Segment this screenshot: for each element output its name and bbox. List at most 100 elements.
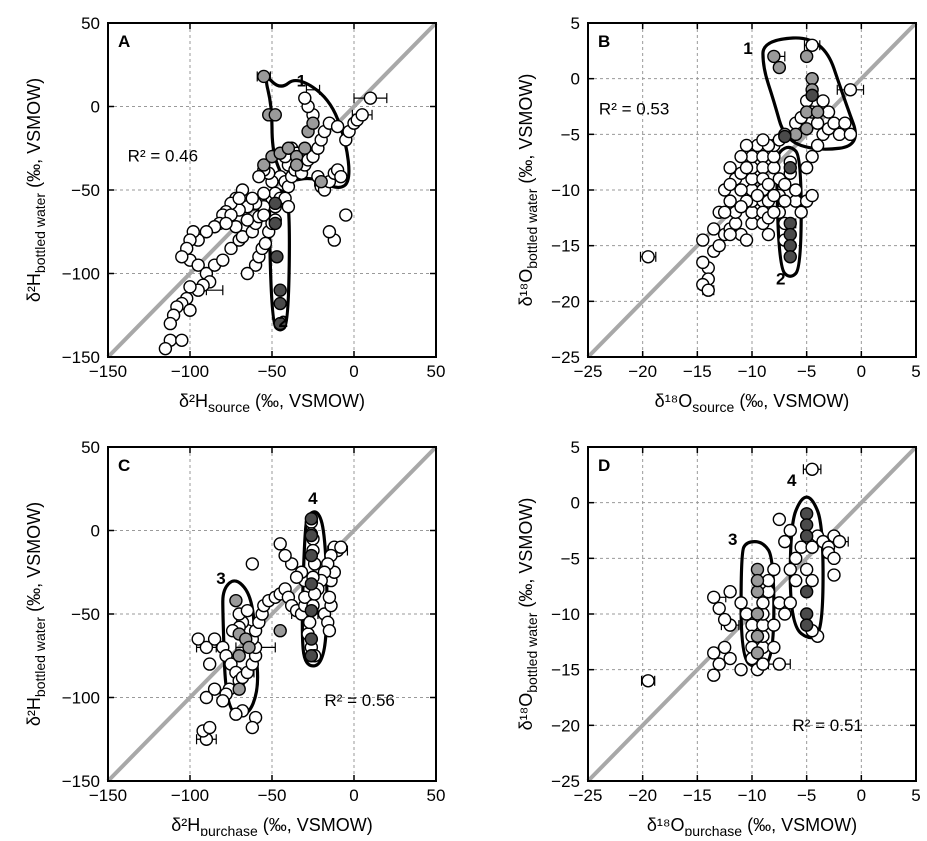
data-point-open bbox=[707, 222, 721, 236]
y-tick-label: 50 bbox=[81, 438, 100, 457]
y-axis-label: δ²Hbottled water (‰, VSMOW) bbox=[24, 78, 48, 302]
data-point-open bbox=[761, 177, 776, 192]
data-point-open bbox=[778, 194, 792, 208]
y-tick-label: −50 bbox=[71, 181, 100, 200]
data-point-open bbox=[805, 149, 819, 164]
y-axis-label-base: δ¹⁸O bbox=[516, 693, 536, 731]
data-point-open bbox=[745, 149, 759, 164]
x-tick-label: 50 bbox=[427, 362, 446, 381]
data-point-open bbox=[252, 169, 266, 184]
data-point-open bbox=[723, 194, 737, 208]
data-point-open bbox=[832, 127, 847, 142]
data-point-open bbox=[641, 674, 655, 688]
y-tick-label: 0 bbox=[571, 494, 580, 513]
data-point-dark-gray bbox=[799, 518, 814, 532]
data-point-open bbox=[175, 250, 189, 264]
data-point-open bbox=[767, 161, 781, 175]
data-point-open bbox=[723, 651, 737, 666]
x-axis-label: δ¹⁸Osource (‰, VSMOW) bbox=[655, 391, 850, 415]
data-point-open bbox=[805, 540, 819, 554]
y-axis-label-sub: bottled water bbox=[32, 193, 48, 273]
x-tick-label: 5 bbox=[911, 362, 920, 381]
data-point-light-gray bbox=[799, 49, 814, 64]
x-axis-label: δ²Hpurchase (‰, VSMOW) bbox=[171, 815, 373, 836]
x-tick-label: −150 bbox=[89, 362, 127, 381]
data-point-light-gray bbox=[232, 649, 246, 663]
data-point-open bbox=[745, 205, 759, 219]
data-point-open bbox=[778, 177, 792, 192]
group-label-1: 1 bbox=[743, 39, 752, 58]
data-point-open bbox=[794, 205, 808, 219]
data-point-open bbox=[772, 512, 787, 527]
x-axis-label-unit: (‰, VSMOW) bbox=[258, 815, 373, 835]
data-point-open bbox=[739, 607, 754, 621]
data-point-open bbox=[767, 640, 781, 655]
y-axis-label-unit: (‰, VSMOW) bbox=[516, 498, 536, 613]
data-point-light-gray bbox=[750, 562, 765, 577]
data-point-dark-gray bbox=[304, 512, 319, 526]
group-label-3: 3 bbox=[728, 530, 737, 549]
x-axis-label-base: δ¹⁸O bbox=[647, 815, 685, 835]
data-point-open bbox=[322, 225, 337, 239]
data-point-open bbox=[298, 91, 312, 105]
data-point-dark-gray bbox=[783, 161, 797, 175]
data-point-open bbox=[756, 618, 770, 632]
group-label-4: 4 bbox=[308, 489, 318, 508]
data-point-open bbox=[734, 596, 748, 610]
y-axis-label-sub: bottled water bbox=[524, 188, 540, 268]
data-point-dark-gray bbox=[273, 316, 287, 331]
data-point-open bbox=[202, 720, 217, 735]
data-point-dark-gray bbox=[304, 649, 319, 663]
y-tick-label: −25 bbox=[551, 348, 580, 367]
data-point-open bbox=[843, 127, 858, 142]
data-point-open bbox=[761, 585, 776, 599]
data-point-open bbox=[789, 194, 803, 208]
data-point-light-gray bbox=[281, 141, 296, 155]
data-point-open bbox=[245, 191, 260, 206]
r-squared-label: R² = 0.53 bbox=[599, 99, 669, 118]
data-point-open bbox=[734, 199, 748, 214]
data-point-open bbox=[696, 233, 710, 247]
data-point-light-gray bbox=[273, 624, 287, 638]
data-point-dark-gray bbox=[304, 603, 319, 618]
data-point-open bbox=[767, 149, 781, 164]
y-tick-label: −20 bbox=[551, 292, 580, 311]
data-point-open bbox=[216, 253, 230, 267]
x-tick-label: 0 bbox=[349, 786, 358, 805]
data-point-open bbox=[799, 562, 814, 577]
x-tick-label: −15 bbox=[683, 362, 712, 381]
data-point-dark-gray bbox=[783, 250, 797, 264]
data-point-open bbox=[281, 199, 296, 214]
data-point-open bbox=[717, 205, 732, 219]
data-point-light-gray bbox=[257, 69, 271, 84]
data-point-dark-gray bbox=[799, 529, 814, 543]
data-point-open bbox=[232, 191, 246, 206]
x-tick-label: −25 bbox=[574, 362, 603, 381]
panel-letter: B bbox=[598, 32, 610, 51]
data-point-open bbox=[224, 241, 238, 256]
data-point-open bbox=[767, 205, 781, 219]
y-axis-label: δ¹⁸Obottled water (‰, VSMOW) bbox=[516, 498, 540, 731]
x-tick-label: −10 bbox=[738, 786, 767, 805]
panel-letter: D bbox=[598, 456, 610, 475]
y-tick-label: −15 bbox=[551, 661, 580, 680]
data-point-open bbox=[240, 603, 255, 618]
data-point-dark-gray bbox=[273, 283, 287, 297]
data-point-open bbox=[191, 258, 205, 272]
data-point-open bbox=[240, 213, 255, 227]
data-point-open bbox=[701, 283, 715, 297]
data-point-open bbox=[258, 236, 273, 251]
panel-a: 1 2 −150 −100 −50 0 50 −150 −100 −50 0 50 A R² = 0.46… bbox=[24, 14, 445, 415]
data-point-open bbox=[739, 138, 754, 153]
y-tick-label: −5 bbox=[561, 549, 580, 568]
data-point-open bbox=[843, 83, 858, 97]
group-label-4: 4 bbox=[787, 471, 797, 490]
x-tick-label: −15 bbox=[683, 786, 712, 805]
data-point-open bbox=[739, 233, 754, 247]
data-point-open bbox=[355, 108, 369, 122]
data-point-open bbox=[175, 333, 189, 347]
x-axis-label-unit: (‰, VSMOW) bbox=[742, 815, 857, 835]
data-point-open bbox=[745, 216, 759, 231]
data-point-open bbox=[783, 596, 797, 610]
